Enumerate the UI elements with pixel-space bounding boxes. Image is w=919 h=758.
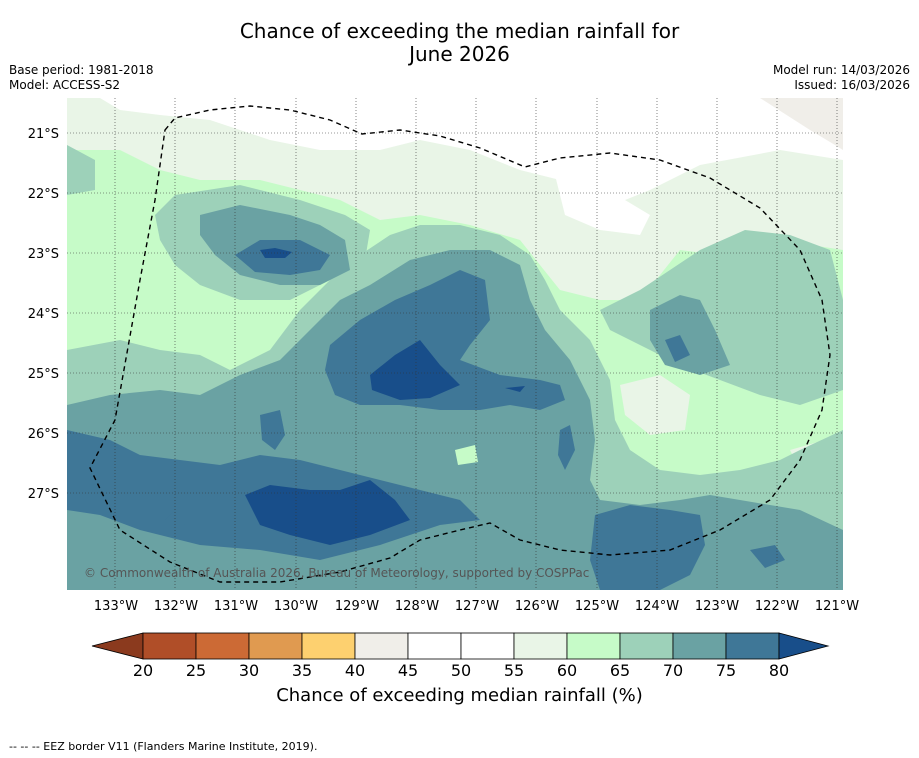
lon-label: 127°W [455,599,499,614]
lat-labels: 21°S 22°S 23°S 24°S 25°S 26°S 27°S [28,127,59,502]
model-run: Model run: 14/03/2026 [772,63,910,77]
colorbar-tick: 70 [663,661,683,680]
colorbar-swatch [195,632,250,660]
grid-layer [67,98,843,590]
lon-label: 132°W [154,599,198,614]
lat-label: 22°S [28,187,59,202]
colorbar-tick: 80 [769,661,789,680]
colorbar-tick: 35 [292,661,312,680]
issued-date: Issued: 16/03/2026 [794,78,910,92]
zone-light-center-east [620,375,690,435]
lat-label: 27°S [28,487,59,502]
zone-75-80-spot2 [558,425,575,470]
footer-note: -- -- -- EEZ border V11 (Flanders Marine… [9,740,318,753]
zone-65-70-east [600,230,843,405]
colorbar-swatch [248,632,303,660]
zone-80-spot [505,386,525,392]
meta-right: Model run: 14/03/2026 Issued: 16/03/2026 [773,63,910,93]
colorbar-tick: 30 [239,661,259,680]
lon-label: 121°W [815,599,859,614]
colorbar-arrow-low [91,632,144,660]
lon-label: 126°W [515,599,559,614]
meta-left: Base period: 1981-2018 Model: ACCESS-S2 [9,63,154,93]
lat-label: 23°S [28,247,59,262]
colorbar-swatch [672,632,727,660]
colorbar-tick: 45 [398,661,418,680]
lon-label: 128°W [395,599,439,614]
lon-label: 125°W [575,599,619,614]
colorbar-tick: 75 [716,661,736,680]
model-name: Model: ACCESS-S2 [9,78,121,92]
base-period: Base period: 1981-2018 [9,63,154,77]
colorbar-swatch [566,632,621,660]
colorbar-swatch [513,632,568,660]
map-title-line2: June 2026 [409,42,510,66]
colorbar-swatch [301,632,356,660]
colorbar-tick: 60 [557,661,577,680]
map-title-line1: Chance of exceeding the median rainfall … [239,19,680,43]
lat-label: 24°S [28,307,59,322]
zone-75-80-spot1 [260,410,285,450]
colorbar-swatch [407,632,462,660]
lat-label: 25°S [28,367,59,382]
zone-75-80-spot4 [750,545,785,568]
zone-75-80-spot3 [665,335,690,362]
colorbar-swatch [354,632,409,660]
lon-label: 130°W [274,599,318,614]
colorbar-label: Chance of exceeding median rainfall (%) [276,685,643,706]
colorbar-swatch [619,632,674,660]
copyright-text: © Commonwealth of Australia 2026, Bureau… [84,566,589,580]
eez-border [89,105,831,583]
zone-70-75-east [650,295,730,375]
zone-80-center [370,340,460,400]
colorbar-tick: 55 [504,661,524,680]
zone-80-north [260,248,292,258]
lon-label: 133°W [94,599,138,614]
lon-label: 122°W [755,599,799,614]
zone-75-80-south [590,505,705,590]
colorbar: 20 25 30 35 40 45 50 55 60 65 70 75 80 [91,632,830,680]
colorbar-arrow-high [778,632,830,660]
zone-45-50 [760,98,843,150]
map-fill-layer [67,98,843,590]
colorbar-swatch [725,632,780,660]
colorbar-swatch [142,632,197,660]
lon-label: 131°W [214,599,258,614]
lat-label: 21°S [28,127,59,142]
zone-80-south [245,480,410,545]
zone-patch-light [455,445,478,465]
colorbar-tick: 25 [186,661,206,680]
zone-75-80-spot5 [165,510,185,525]
lon-label: 129°W [335,599,379,614]
colorbar-swatch [460,632,515,660]
lat-label: 26°S [28,427,59,442]
zone-65-70-west [67,145,95,195]
colorbar-tick: 40 [345,661,365,680]
lon-labels: 133°W 132°W 131°W 130°W 129°W 128°W 127°… [94,599,859,614]
colorbar-tick: 50 [451,661,471,680]
colorbar-tick: 20 [133,661,153,680]
zone-white-east [555,175,650,235]
colorbar-tick: 65 [610,661,630,680]
lon-label: 124°W [635,599,679,614]
colorbar-ticks: 20 25 30 35 40 45 50 55 60 65 70 75 80 [133,661,789,680]
lon-label: 123°W [695,599,739,614]
